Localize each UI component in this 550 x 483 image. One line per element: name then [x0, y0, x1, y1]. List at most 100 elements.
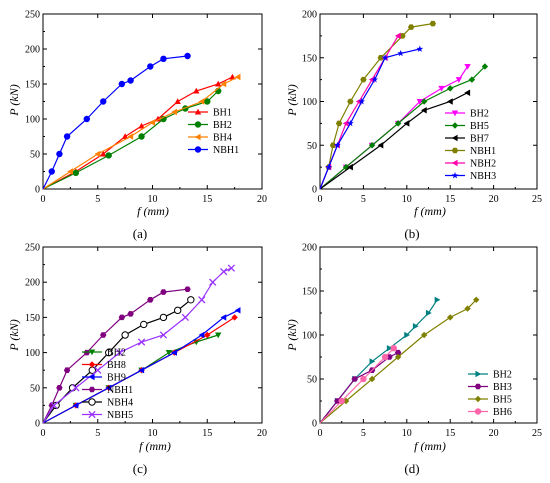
legend-marker [88, 398, 96, 406]
legend-marker [474, 395, 482, 403]
x-axis-label-b: f (mm) [414, 204, 446, 218]
data-point [234, 73, 241, 81]
data-point [429, 20, 437, 27]
data-point [464, 305, 471, 312]
data-point [377, 142, 384, 149]
data-point [118, 314, 126, 321]
data-point [227, 264, 235, 272]
data-point [56, 150, 63, 158]
data-point [149, 119, 156, 126]
data-point [368, 375, 376, 383]
panel-c: 0 5 10 15 20050100150200250BH2BH8BH9NBH1NBH4… [7, 243, 267, 477]
y-tick-label: 50 [30, 150, 40, 161]
data-point [390, 345, 397, 352]
y-tick-label: 100 [302, 331, 317, 342]
x-tick-label: 10 [402, 428, 412, 439]
data-point [397, 49, 405, 57]
data-point [171, 108, 177, 116]
data-point [100, 150, 107, 157]
series-nbh1 [42, 52, 191, 190]
y-tick-label: 0 [312, 185, 317, 196]
data-point [118, 80, 126, 88]
y-tick-label: 250 [25, 243, 40, 254]
y-tick-label: 0 [35, 419, 40, 430]
data-point [127, 133, 134, 140]
legend-label: BH7 [470, 134, 489, 145]
series-bh5 [319, 63, 489, 190]
series-bh4 [42, 73, 241, 190]
data-point [412, 323, 419, 330]
series-line [319, 23, 433, 190]
x-tick-label: 0 [41, 428, 46, 439]
legend-label: NBH2 [470, 159, 496, 170]
data-point [447, 314, 454, 321]
y-axis-label-a: P (kN) [7, 84, 21, 116]
data-point [220, 80, 227, 88]
data-point [358, 97, 366, 105]
data-point [100, 98, 107, 105]
data-point [147, 297, 154, 303]
series-line [319, 48, 420, 190]
data-point [473, 296, 480, 303]
legend-marker [451, 134, 458, 142]
data-point [403, 120, 410, 127]
x-tick-label: 20 [257, 194, 267, 205]
data-point [425, 309, 432, 317]
data-point [198, 331, 205, 339]
x-axis-label-a: f (mm) [137, 204, 169, 218]
data-point [198, 296, 206, 304]
data-point [193, 339, 200, 346]
legend-label: NBH5 [107, 410, 133, 421]
y-tick-label: 150 [302, 287, 317, 298]
data-point [160, 289, 167, 295]
y-tick-label: 100 [25, 115, 40, 126]
legend-marker [451, 110, 459, 117]
data-point [229, 73, 236, 80]
y-tick-label: 50 [307, 375, 317, 386]
data-point [420, 107, 427, 114]
x-tick-label: 25 [532, 428, 542, 439]
data-point [72, 402, 79, 409]
legend-marker [451, 171, 459, 179]
data-point [83, 115, 91, 123]
data-point [138, 367, 145, 374]
data-point [72, 384, 80, 392]
data-point [360, 375, 367, 383]
data-point [434, 296, 441, 303]
y-tick-label: 50 [307, 141, 317, 152]
data-point [121, 133, 129, 140]
series-bh7 [319, 89, 471, 190]
legend-marker [194, 108, 202, 115]
panel-label-b: (b) [404, 226, 419, 241]
x-tick-label: 5 [361, 428, 366, 439]
data-point [121, 331, 129, 339]
data-point [360, 76, 367, 83]
y-tick-label: 100 [302, 97, 317, 108]
data-point [159, 331, 168, 339]
y-tick-label: 200 [25, 45, 40, 56]
series-bh5 [319, 296, 480, 424]
data-point [455, 77, 463, 83]
series-line [319, 299, 477, 424]
data-point [394, 349, 402, 356]
x-tick-label: 10 [148, 194, 158, 205]
data-point [209, 278, 217, 286]
series-bh6 [319, 345, 397, 424]
data-point [193, 87, 200, 94]
data-point [231, 314, 238, 321]
legend-label: BH2 [493, 370, 512, 381]
legend-label: BH3 [493, 382, 512, 393]
legend-label: BH6 [493, 407, 512, 418]
y-tick-label: 100 [25, 348, 40, 359]
data-point [159, 313, 168, 322]
legend-label: BH2 [213, 120, 232, 131]
legend-label: BH5 [493, 395, 512, 406]
data-point [334, 141, 341, 149]
y-tick-label: 200 [302, 10, 317, 21]
data-point [165, 350, 173, 356]
data-point [181, 313, 190, 322]
